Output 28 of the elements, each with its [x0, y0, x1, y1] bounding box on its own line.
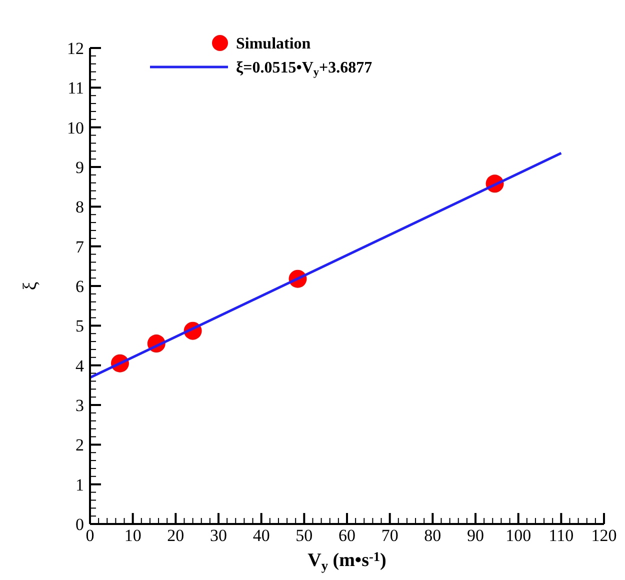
x-tick-label: 60 [338, 526, 356, 545]
legend-label: Simulation [236, 36, 311, 53]
x-tick-label: 90 [467, 526, 484, 545]
x-tick-label: 20 [167, 526, 184, 545]
legend-label: ξ=0.0515•V$_{y}$+3.6877 [236, 60, 372, 79]
x-tick-label: 80 [424, 526, 442, 545]
y-tick-label: 2 [76, 436, 84, 455]
x-tick-label: 100 [506, 526, 532, 545]
x-axis-title: V$_{y}$ (m•s$^{-1}$) [308, 548, 386, 573]
x-tick-label: 30 [210, 526, 227, 545]
x-tick-label: 40 [252, 526, 270, 545]
y-tick-label: 11 [68, 78, 84, 98]
y-tick-label: 5 [76, 316, 84, 336]
y-tick-label: 6 [76, 276, 84, 296]
y-tick-label: 1 [76, 475, 84, 494]
x-tick-label: 70 [381, 526, 398, 545]
y-tick-label: 12 [67, 38, 84, 58]
y-tick-label: 8 [76, 198, 84, 217]
y-axis-title: ξ [20, 281, 41, 290]
x-tick-label: 110 [548, 526, 574, 545]
y-tick-label: 4 [76, 356, 84, 376]
y-tick-label: 10 [67, 118, 84, 138]
y-tick-label: 7 [76, 237, 84, 256]
x-tick-label: 50 [296, 526, 313, 545]
y-tick-label: 9 [76, 158, 84, 177]
y-tick-label: 3 [76, 396, 84, 415]
x-tick-label: 10 [124, 526, 142, 545]
x-tick-label: 120 [591, 526, 617, 545]
